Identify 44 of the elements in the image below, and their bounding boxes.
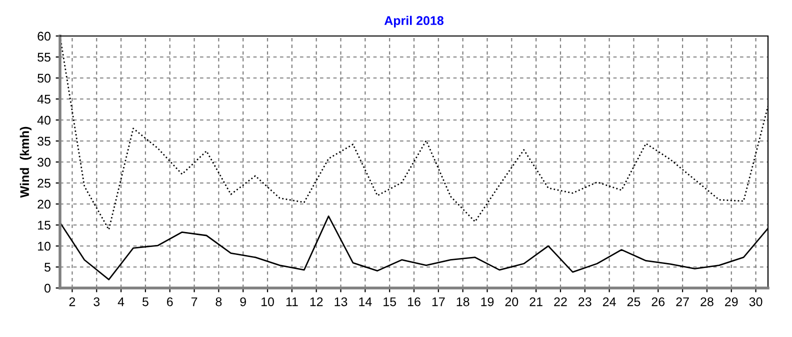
y-tick-label: 40 xyxy=(37,116,50,125)
y-tick-label: 20 xyxy=(38,200,50,209)
x-tick-label: 3 xyxy=(94,297,100,306)
y-tick-label: 0 xyxy=(44,284,50,293)
x-tick-label: 25 xyxy=(627,297,640,306)
y-tick-label: 30 xyxy=(38,158,50,167)
x-tick-label: 17 xyxy=(432,297,445,306)
x-tick-label: 9 xyxy=(240,297,246,306)
x-tick-label: 23 xyxy=(578,297,592,306)
x-tick-label: 13 xyxy=(334,297,348,306)
y-tick-label: 55 xyxy=(38,52,50,62)
x-tick-label: 7 xyxy=(191,297,198,306)
x-tick-label: 14 xyxy=(359,297,372,306)
x-tick-label: 10 xyxy=(262,297,274,306)
y-tick-label: 5 xyxy=(44,262,50,272)
chart-title: April 2018 xyxy=(384,16,444,28)
x-tick-label: 2 xyxy=(69,297,76,306)
x-tick-label: 6 xyxy=(167,297,173,306)
x-tick-label: 16 xyxy=(408,297,420,306)
y-tick-label: 45 xyxy=(37,94,50,104)
x-tick-label: 18 xyxy=(456,297,470,306)
x-tick-label: 8 xyxy=(216,297,222,306)
x-tick-label: 30 xyxy=(749,297,762,306)
x-tick-label: 28 xyxy=(700,297,714,306)
x-tick-label: 20 xyxy=(505,297,518,306)
x-tick-label: 27 xyxy=(676,297,689,306)
x-tick-label: 19 xyxy=(481,297,494,306)
y-tick-label: 35 xyxy=(38,136,50,146)
y-tick-label: 60 xyxy=(38,32,50,41)
x-tick-label: 22 xyxy=(554,297,567,306)
x-tick-label: 21 xyxy=(530,297,542,306)
y-tick-label: 25 xyxy=(38,178,50,188)
x-tick-label: 4 xyxy=(118,297,124,306)
x-tick-label: 15 xyxy=(384,297,396,306)
y-tick-label: 15 xyxy=(38,220,50,230)
y-tick-label: 10 xyxy=(38,242,50,251)
x-tick-label: 29 xyxy=(725,297,738,306)
y-tick-label: 50 xyxy=(38,74,50,83)
x-tick-label: 11 xyxy=(286,297,298,306)
x-tick-label: 26 xyxy=(652,297,665,306)
x-tick-label: 12 xyxy=(310,297,323,306)
x-tick-label: 24 xyxy=(602,297,616,306)
y-axis-title: Wind (kmh) xyxy=(20,126,32,198)
x-tick-label: 5 xyxy=(142,297,148,306)
